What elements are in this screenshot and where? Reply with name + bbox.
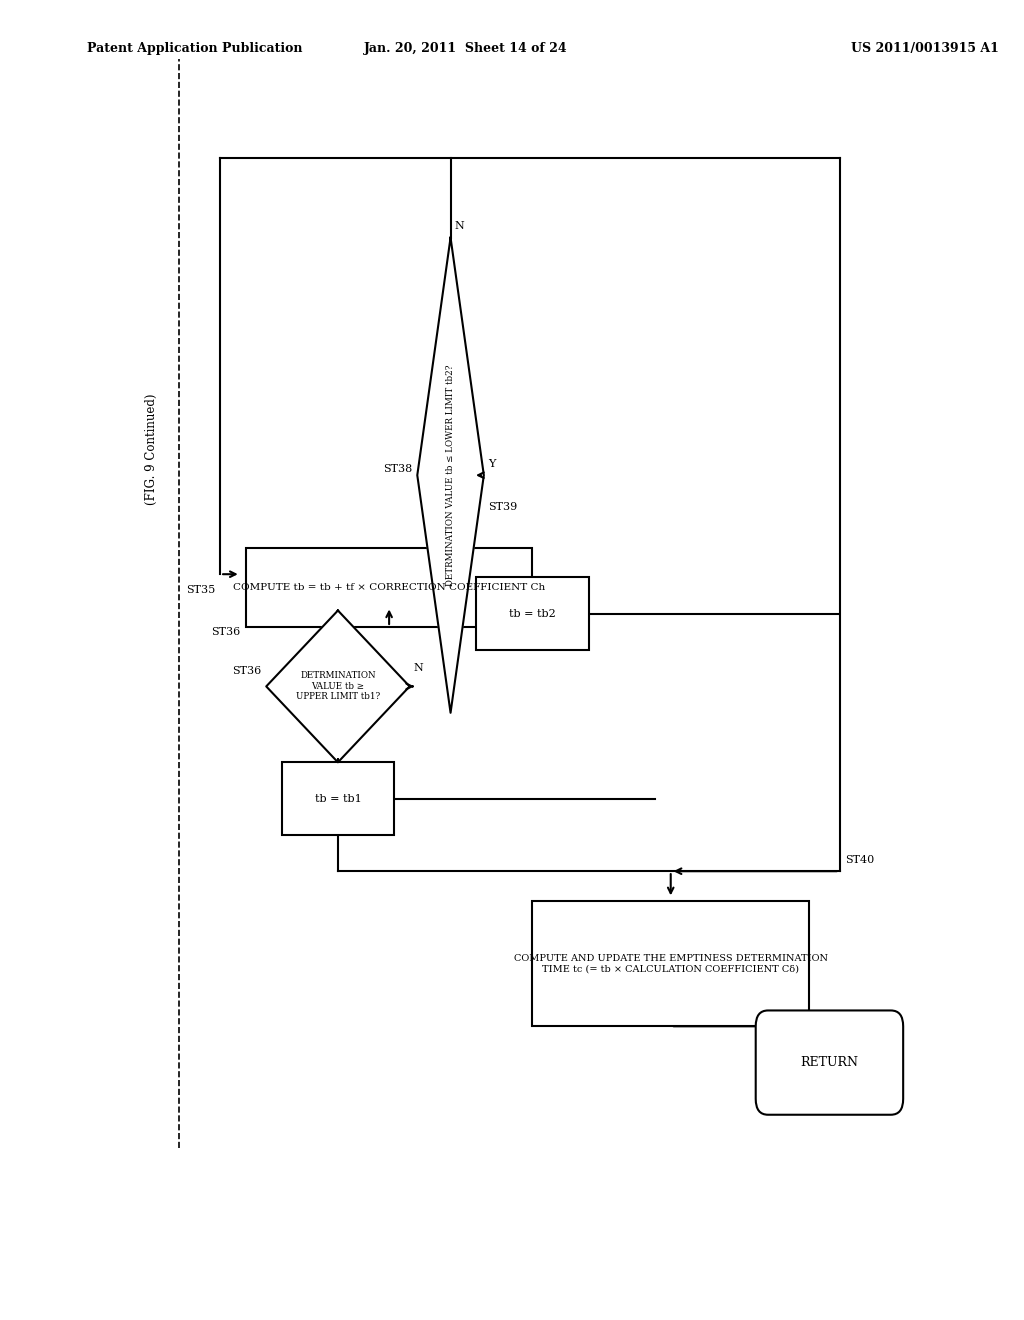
Text: N: N (414, 663, 424, 673)
Text: US 2011/0013915 A1: US 2011/0013915 A1 (851, 42, 998, 55)
Polygon shape (418, 238, 484, 713)
Text: ST36: ST36 (231, 665, 261, 676)
Text: tb = tb2: tb = tb2 (509, 609, 556, 619)
Text: Jan. 20, 2011  Sheet 14 of 24: Jan. 20, 2011 Sheet 14 of 24 (365, 42, 567, 55)
FancyBboxPatch shape (476, 577, 589, 649)
Text: Y: Y (342, 774, 349, 783)
FancyBboxPatch shape (282, 763, 394, 836)
Text: Patent Application Publication: Patent Application Publication (87, 42, 302, 55)
Text: ST37: ST37 (342, 792, 371, 801)
Text: Y: Y (488, 458, 496, 469)
Text: ST39: ST39 (488, 502, 517, 512)
Text: (FIG. 9 Continued): (FIG. 9 Continued) (145, 393, 158, 504)
Text: RETURN: RETURN (801, 1056, 858, 1069)
FancyBboxPatch shape (532, 900, 809, 1027)
Text: ST35: ST35 (185, 585, 215, 595)
FancyBboxPatch shape (756, 1011, 903, 1114)
Text: tb = tb1: tb = tb1 (314, 793, 361, 804)
Text: ST36: ST36 (211, 627, 241, 638)
Text: N: N (455, 220, 465, 231)
Text: DETRМINATION
VALUE tb ≥
UPPER LIMIT tb1?: DETRМINATION VALUE tb ≥ UPPER LIMIT tb1? (296, 672, 380, 701)
Text: DETRМINATION VALUE tb ≤ LOWER LIMIT tb2?: DETRМINATION VALUE tb ≤ LOWER LIMIT tb2? (446, 364, 455, 586)
Text: COMPUTE tb = tb + tf × CORRECTION COEFFICIENT Ch: COMPUTE tb = tb + tf × CORRECTION COEFFI… (233, 583, 545, 591)
Text: ST40: ST40 (845, 854, 874, 865)
Text: ST38: ST38 (383, 463, 412, 474)
FancyBboxPatch shape (246, 548, 532, 627)
Text: COMPUTE AND UPDATE THE EMPTINESS DETERMINATION
TIME tc (= tb × CALCULATION COEFF: COMPUTE AND UPDATE THE EMPTINESS DETERMI… (514, 954, 827, 973)
Polygon shape (266, 610, 410, 763)
